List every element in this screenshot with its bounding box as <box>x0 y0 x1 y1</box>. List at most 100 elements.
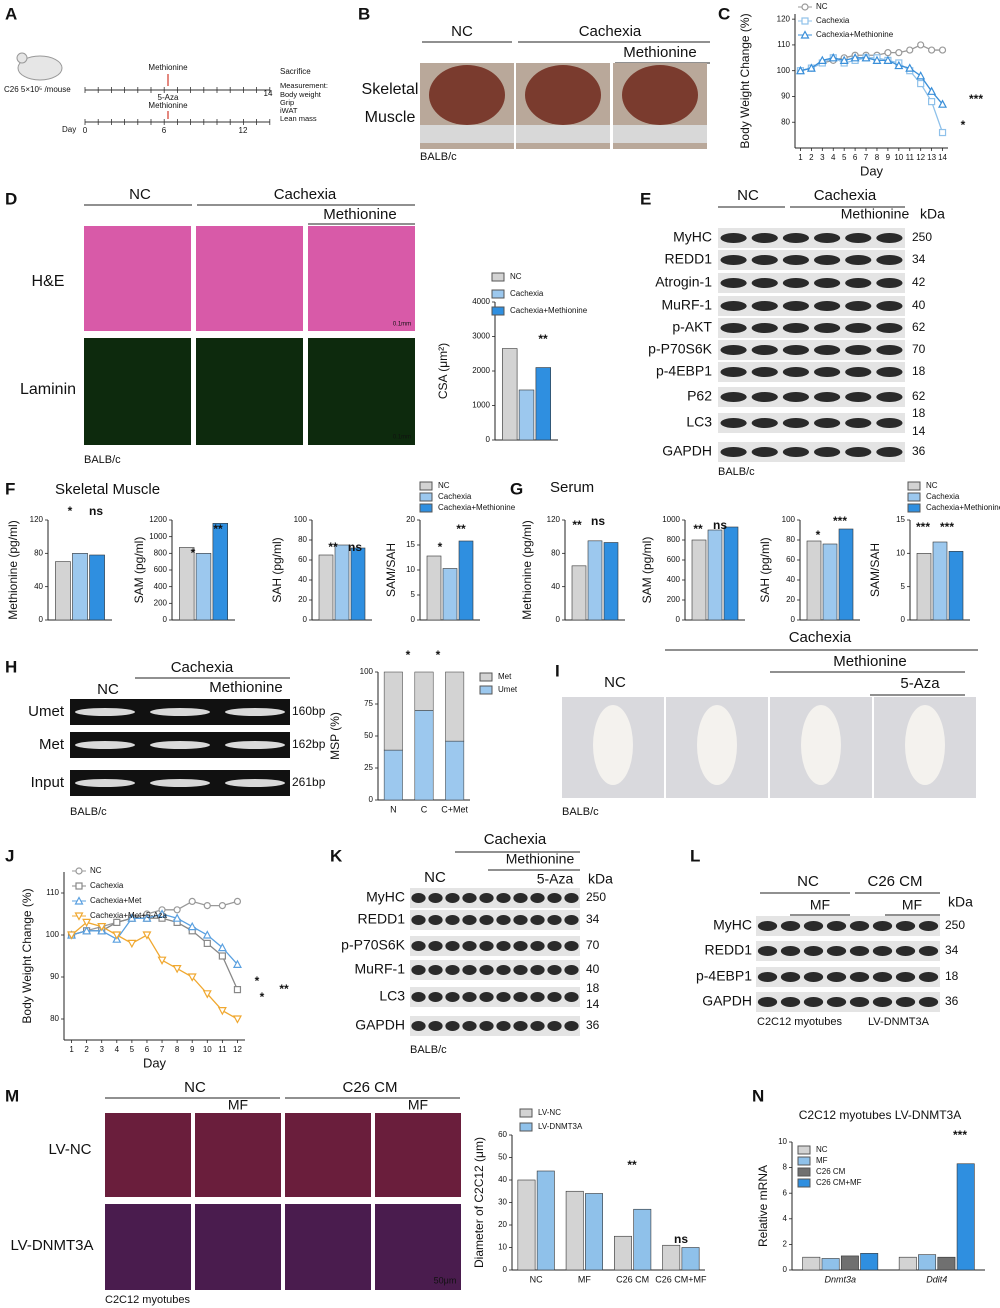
label: Muscle <box>365 109 416 126</box>
significance: ns <box>674 1232 688 1246</box>
blot-band <box>895 921 916 931</box>
blot-band <box>513 1021 528 1031</box>
x-tick-label: C <box>421 804 428 814</box>
label: Methionine <box>209 679 282 696</box>
blot-band <box>826 921 847 931</box>
label: MF <box>408 1097 428 1113</box>
bar-segment <box>445 740 465 801</box>
band-label: p-P70S6K <box>648 341 712 357</box>
y-tick-label: 0 <box>676 615 681 624</box>
mouse-ear <box>16 52 28 64</box>
label: LV-NC <box>48 1141 91 1158</box>
blot-band <box>530 941 545 951</box>
band-label: MuRF-1 <box>661 297 712 313</box>
kda-label: 34 <box>945 943 959 957</box>
label: Methionine <box>323 206 396 223</box>
chart-title: C2C12 myotubes LV-DNMT3A <box>799 1108 962 1122</box>
blot-band <box>479 941 494 951</box>
y-axis-label: Diameter of C2C12 (μm) <box>472 1137 486 1268</box>
bar <box>518 389 535 441</box>
bar <box>916 553 932 621</box>
fluorescence-image <box>195 1204 281 1290</box>
size-label: 162bp <box>292 737 326 751</box>
blot-band <box>782 233 810 243</box>
data-point <box>218 901 226 910</box>
blot-band <box>813 447 841 457</box>
x-tick-label: 10 <box>203 1045 212 1054</box>
blot-strip <box>756 992 940 1012</box>
significance: * <box>436 648 441 662</box>
blot-band <box>411 992 426 1002</box>
legend-label: Cachexia <box>438 492 472 501</box>
kda-label: 18 <box>912 406 926 420</box>
mouse <box>593 705 633 785</box>
data-point <box>916 71 926 80</box>
y-tick-label: 120 <box>547 515 561 524</box>
label: 0 <box>83 126 88 135</box>
y-tick-label: 80 <box>50 1014 59 1023</box>
y-tick-label: 40 <box>298 575 307 584</box>
x-tick-label: 2 <box>809 153 814 162</box>
blot-band <box>845 233 872 243</box>
label: Day <box>62 125 76 134</box>
significance: ns <box>591 514 605 528</box>
y-tick-label: 100 <box>294 515 308 524</box>
blot-band <box>813 418 841 428</box>
x-tick-label: 9 <box>190 1045 195 1054</box>
bar-segment <box>414 671 434 711</box>
panel-letter: J <box>5 846 14 865</box>
blot-band <box>720 255 747 265</box>
label: Methionine <box>623 44 696 61</box>
ruler <box>613 125 707 143</box>
bar <box>585 1193 603 1271</box>
data-point <box>905 63 915 72</box>
y-tick-label: 1200 <box>149 515 167 524</box>
label: C26 CM <box>342 1079 397 1096</box>
blot-band <box>445 941 460 951</box>
y-axis-label: Body Weight Change (%) <box>738 13 752 148</box>
blot-band <box>782 255 810 265</box>
mouse <box>801 705 841 785</box>
y-tick-label: 0 <box>791 615 796 624</box>
blot-band <box>496 992 511 1002</box>
significance: * <box>961 118 966 132</box>
label: Sacrifice <box>280 67 311 76</box>
band-label: REDD1 <box>705 942 753 958</box>
data-point <box>187 973 197 982</box>
blot-band <box>479 893 494 903</box>
laminin-image <box>196 338 303 445</box>
series-line <box>800 57 944 133</box>
significance: * <box>255 974 260 988</box>
x-tick-label: 14 <box>938 153 947 162</box>
blot-band <box>826 946 847 956</box>
bar-segment <box>445 671 465 742</box>
legend-swatch <box>797 1145 811 1155</box>
gel-band <box>150 741 210 749</box>
label: NC <box>797 873 819 890</box>
blot-band <box>530 965 545 975</box>
data-point <box>938 46 947 54</box>
data-point <box>113 918 121 927</box>
blot-band <box>849 946 870 956</box>
blot-band <box>720 323 747 333</box>
blot-band <box>918 972 939 982</box>
label: BALB/c <box>562 806 599 818</box>
y-tick-label: 0 <box>901 615 906 624</box>
label: 12 <box>239 126 248 135</box>
blot-band <box>496 1021 511 1031</box>
blot-band <box>479 965 494 975</box>
data-point <box>173 906 181 914</box>
blot-band <box>428 992 443 1002</box>
bar <box>212 523 228 621</box>
label: C26 CM <box>867 873 922 890</box>
blot-band <box>849 997 870 1007</box>
y-tick-label: 20 <box>786 595 795 604</box>
blot-band <box>462 965 477 975</box>
y-tick-label: 4000 <box>472 297 490 306</box>
data-point <box>82 918 92 928</box>
band-label: Umet <box>28 703 65 720</box>
y-tick-label: 0 <box>556 615 561 624</box>
y-tick-label: 75 <box>364 699 373 708</box>
blot-band <box>751 255 778 265</box>
label: 6 <box>162 126 167 135</box>
